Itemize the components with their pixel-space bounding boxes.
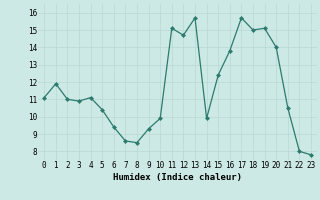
X-axis label: Humidex (Indice chaleur): Humidex (Indice chaleur) [113,173,242,182]
